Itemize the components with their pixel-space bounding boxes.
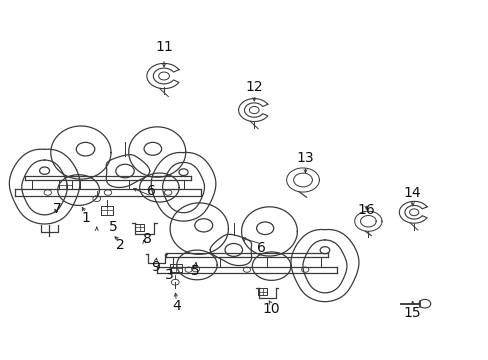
Text: 16: 16 (357, 203, 374, 217)
Text: 6: 6 (147, 184, 156, 198)
Text: 3: 3 (164, 268, 173, 282)
Text: 9: 9 (151, 260, 160, 274)
Text: 13: 13 (296, 152, 314, 166)
Text: 6: 6 (257, 241, 265, 255)
Text: 10: 10 (262, 302, 280, 316)
Text: 7: 7 (52, 202, 61, 216)
Text: 15: 15 (403, 306, 421, 320)
Text: 8: 8 (142, 232, 151, 246)
Text: 4: 4 (171, 298, 180, 312)
Text: 1: 1 (81, 211, 90, 225)
Text: 12: 12 (245, 80, 263, 94)
Text: 5: 5 (191, 265, 200, 278)
Text: 11: 11 (155, 40, 173, 54)
Text: 5: 5 (108, 220, 117, 234)
Text: 2: 2 (116, 238, 124, 252)
Text: 14: 14 (403, 185, 421, 199)
